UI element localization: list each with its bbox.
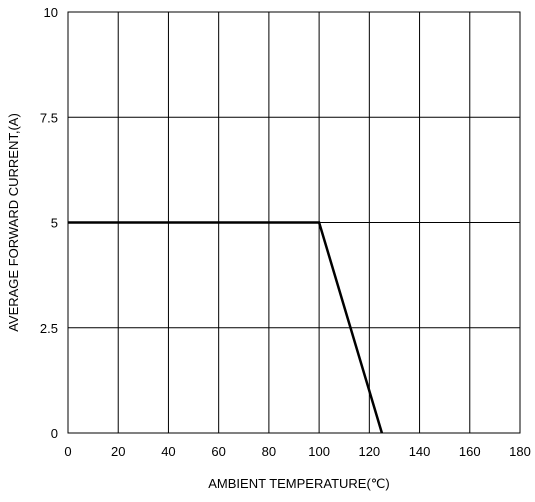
y-tick-label: 0 bbox=[51, 426, 58, 441]
x-tick-label: 100 bbox=[308, 444, 330, 459]
plot-area-frame bbox=[67, 11, 521, 434]
x-tick-label: 40 bbox=[161, 444, 175, 459]
x-tick-label: 180 bbox=[509, 444, 531, 459]
y-axis-tick-labels: 0 2.5 5 7.5 10 bbox=[40, 5, 58, 441]
x-tick-label: 160 bbox=[459, 444, 481, 459]
y-tick-label: 7.5 bbox=[40, 110, 58, 125]
x-tick-label: 0 bbox=[64, 444, 71, 459]
x-tick-label: 60 bbox=[211, 444, 225, 459]
series-line bbox=[68, 221, 384, 434]
x-tick-label: 80 bbox=[262, 444, 276, 459]
x-tick-label: 20 bbox=[111, 444, 125, 459]
y-axis-label: AVERAGE FORWARD CURRENT,(A) bbox=[6, 113, 21, 332]
x-tick-label: 120 bbox=[358, 444, 380, 459]
x-axis-label: AMBIENT TEMPERATURE(℃) bbox=[208, 476, 389, 491]
x-tick-label: 140 bbox=[409, 444, 431, 459]
y-tick-label: 10 bbox=[44, 5, 58, 20]
y-tick-label: 2.5 bbox=[40, 321, 58, 336]
x-axis-tick-labels: 0 20 40 60 80 100 120 140 160 180 bbox=[64, 444, 530, 459]
series-layer bbox=[68, 221, 384, 434]
y-tick-label: 5 bbox=[51, 216, 58, 231]
